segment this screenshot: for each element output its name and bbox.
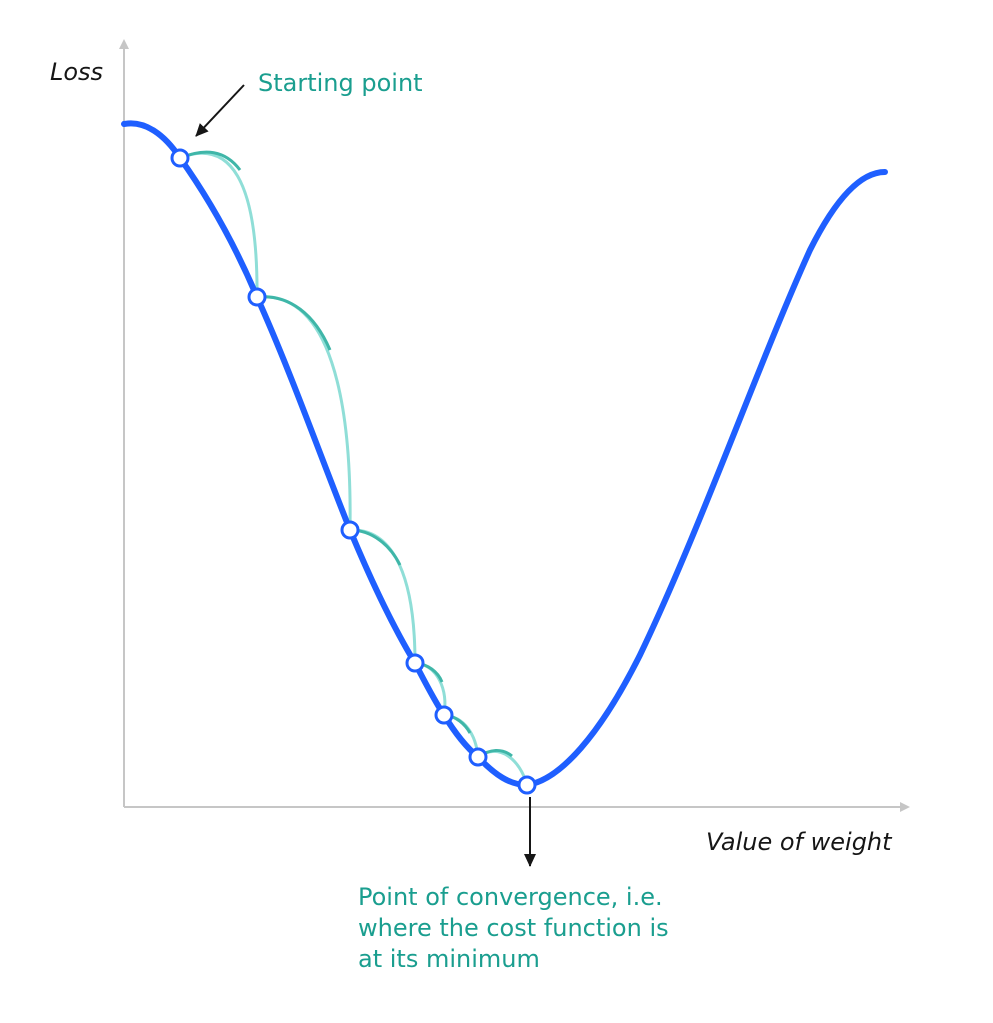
step-point-2 bbox=[247, 287, 267, 307]
starting-point-arrow bbox=[195, 84, 245, 137]
step-point-4 bbox=[405, 653, 425, 673]
step-point-6 bbox=[468, 747, 488, 767]
step-point-start bbox=[170, 148, 190, 168]
starting-point-label: Starting point bbox=[258, 69, 423, 97]
convergence-label-line-2: where the cost function is bbox=[358, 914, 669, 943]
y-axis-label: Loss bbox=[50, 58, 104, 86]
convergence-label: Point of convergence, i.e. where the cos… bbox=[358, 882, 669, 976]
x-axis-label: Value of weight bbox=[706, 828, 892, 856]
convergence-label-line-3: at its minimum bbox=[358, 945, 540, 974]
step-arc-2-start bbox=[256, 295, 332, 351]
loss-curve bbox=[121, 120, 888, 788]
convergence-label-line-1: Point of convergence, i.e. bbox=[358, 883, 663, 911]
step-point-3 bbox=[340, 520, 360, 540]
step-point-5 bbox=[434, 705, 454, 725]
step-point-convergence bbox=[517, 775, 537, 795]
step-points bbox=[170, 148, 537, 795]
